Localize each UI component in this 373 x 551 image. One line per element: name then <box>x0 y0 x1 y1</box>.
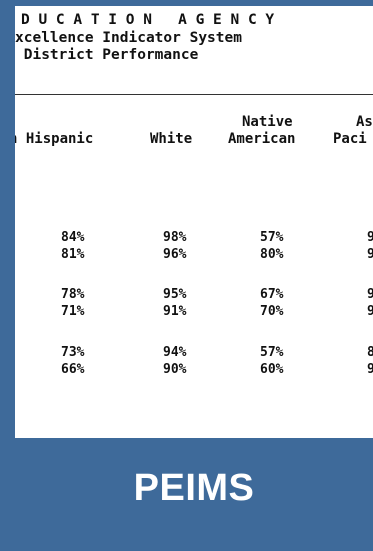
column-header-asian-line1: As <box>356 114 373 130</box>
table-cell: 9 <box>367 362 373 377</box>
scanned-report: D U C A T I O N A G E N C Y xcellence In… <box>15 6 373 438</box>
table-cell: 8 <box>367 345 373 360</box>
peims-banner: PEIMS <box>15 438 373 538</box>
table-cell: 71% <box>61 304 85 319</box>
frame-bottom-border <box>0 538 373 551</box>
column-header-hispanic: n Hispanic <box>15 131 94 147</box>
table-cell: 84% <box>61 230 85 245</box>
table-cell: 98% <box>163 230 187 245</box>
table-cell: 81% <box>61 247 85 262</box>
column-header-native-line1: Native <box>242 114 293 130</box>
table-cell: 70% <box>260 304 284 319</box>
table-cell: 66% <box>61 362 85 377</box>
table-cell: 9 <box>367 287 373 302</box>
table-cell: 91% <box>163 304 187 319</box>
table-cell: 60% <box>260 362 284 377</box>
table-cell: 73% <box>61 345 85 360</box>
table-cell: 94% <box>163 345 187 360</box>
table-cell: 57% <box>260 230 284 245</box>
table-cell: 78% <box>61 287 85 302</box>
table-cell: 9 <box>367 247 373 262</box>
header-divider <box>15 94 373 95</box>
column-header-asian-line2: Paci <box>333 131 367 147</box>
table-cell: 57% <box>260 345 284 360</box>
table-cell: 9 <box>367 230 373 245</box>
table-cell: 9 <box>367 304 373 319</box>
column-header-white: White <box>150 131 193 147</box>
banner-label: PEIMS <box>133 466 255 509</box>
frame-left-border <box>0 0 15 551</box>
column-header-native-line2: American <box>228 131 296 147</box>
table-cell: 90% <box>163 362 187 377</box>
report-subtitle: District Performance <box>15 47 199 63</box>
table-cell: 95% <box>163 287 187 302</box>
table-cell: 80% <box>260 247 284 262</box>
report-system-title: xcellence Indicator System <box>15 30 242 46</box>
table-cell: 67% <box>260 287 284 302</box>
report-agency-title: D U C A T I O N A G E N C Y <box>21 12 275 28</box>
table-cell: 96% <box>163 247 187 262</box>
frame-top-border <box>0 0 373 6</box>
